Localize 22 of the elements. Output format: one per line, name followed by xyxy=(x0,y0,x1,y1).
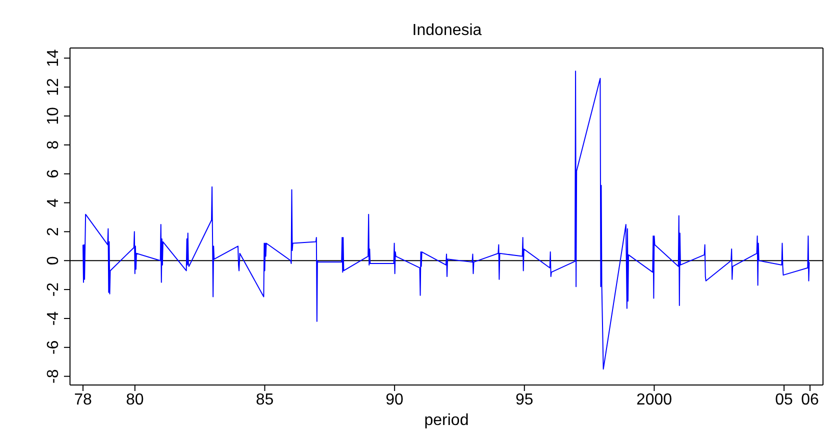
x-tick-label: 06 xyxy=(801,391,820,408)
y-tick-label: 2 xyxy=(45,227,62,236)
x-tick-label: 90 xyxy=(386,391,404,408)
y-tick-label: 6 xyxy=(45,169,62,178)
chart-title: Indonesia xyxy=(411,22,483,40)
x-tick-label: 85 xyxy=(256,391,274,408)
y-tick-label: 12 xyxy=(45,78,62,96)
y-tick-label: 4 xyxy=(45,198,62,208)
y-tick-label: -8 xyxy=(45,369,62,384)
x-tick-label: 95 xyxy=(516,391,534,408)
y-tick-label: 14 xyxy=(45,49,62,68)
y-tick-label: -6 xyxy=(45,340,62,355)
y-tick-label: 10 xyxy=(45,106,62,125)
x-axis-title: period xyxy=(424,412,469,429)
x-tick-label: 80 xyxy=(126,391,144,408)
y-tick-label: -2 xyxy=(45,282,62,297)
x-tick-label: 78 xyxy=(74,391,92,408)
y-tick-label: -4 xyxy=(45,311,62,326)
x-tick-label: 05 xyxy=(775,391,794,408)
y-tick-label: 8 xyxy=(45,140,62,150)
x-tick-label: 2000 xyxy=(636,391,672,408)
y-tick-label: 0 xyxy=(45,256,62,266)
